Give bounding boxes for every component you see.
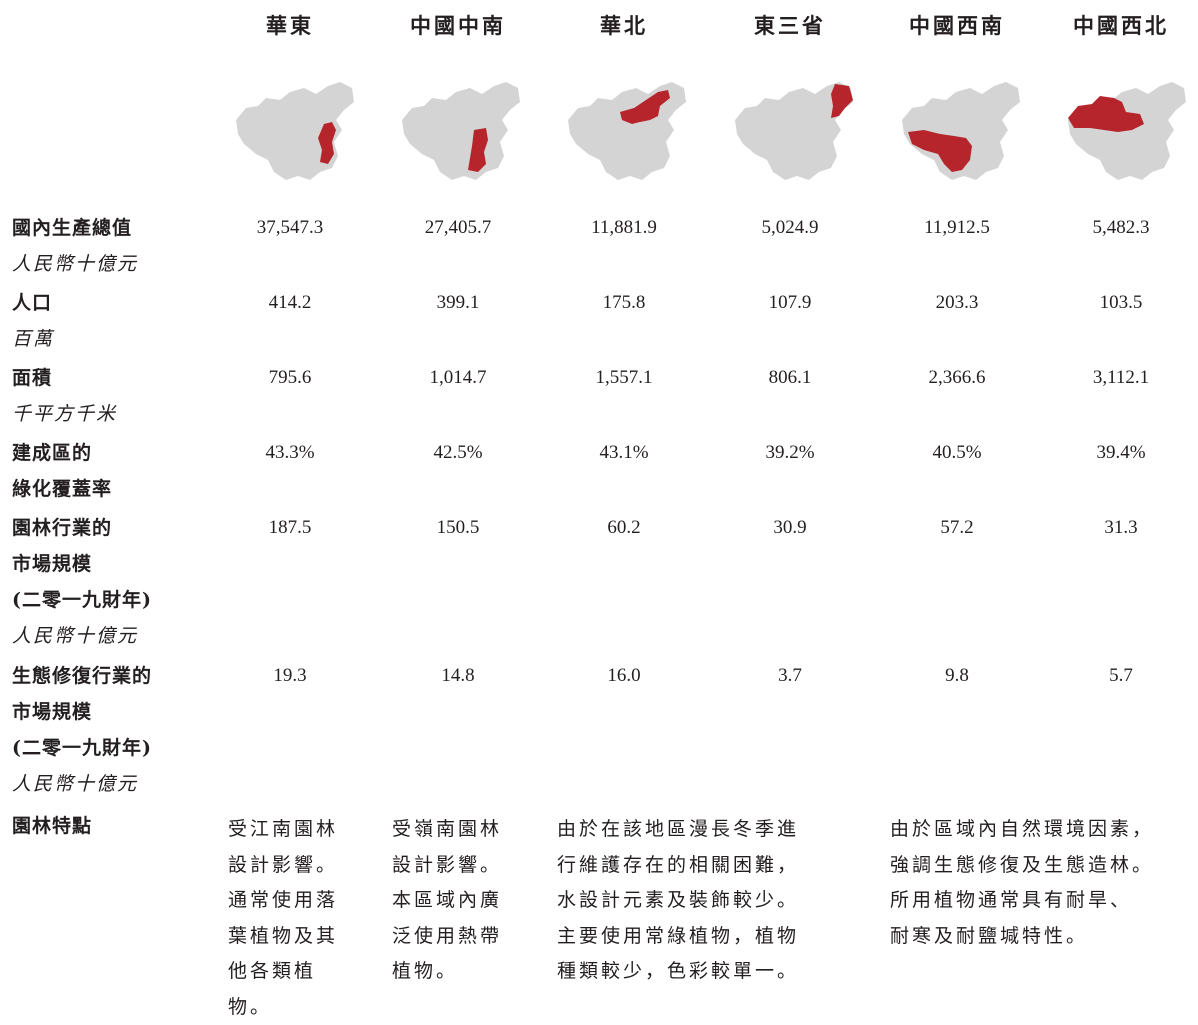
features-east-line: 他各類植	[228, 954, 338, 990]
population-east: 414.2	[215, 285, 365, 321]
green-rate-title-2: 綠化覆蓋率	[12, 471, 112, 507]
garden-market-unit: 人民幣十億元	[12, 618, 152, 654]
features-east-line: 受江南園林	[228, 812, 338, 848]
features-central-south-line: 泛使用熱帶	[392, 919, 502, 955]
features-north-northeast-line: 由於在該地區漫長冬季進	[557, 812, 799, 848]
gdp-southwest: 11,912.5	[882, 210, 1032, 246]
features-north-northeast-line: 種類較少，色彩較單一。	[557, 954, 799, 990]
row-label-garden-market: 園林行業的 市場規模 (二零一九財年) 人民幣十億元	[12, 510, 152, 654]
garden-market-north: 60.2	[549, 510, 699, 546]
area-east: 795.6	[215, 360, 365, 396]
population-title: 人口	[12, 285, 54, 321]
population-southwest: 203.3	[882, 285, 1032, 321]
row-label-features: 園林特點	[12, 808, 92, 844]
gdp-north: 11,881.9	[549, 210, 699, 246]
green-rate-northwest: 39.4%	[1046, 435, 1196, 471]
header-central-south: 中國中南	[383, 10, 533, 40]
green-rate-north: 43.1%	[549, 435, 699, 471]
population-northeast: 107.9	[715, 285, 865, 321]
features-north-northeast-line: 行維護存在的相關困難，	[557, 848, 799, 884]
features-central-south: 受嶺南園林 設計影響。 本區域內廣 泛使用熱帶 植物。	[392, 812, 502, 990]
features-southwest-northwest-line: 耐寒及耐鹽堿特性。	[890, 919, 1154, 955]
map-northwest	[1060, 80, 1192, 184]
map-east-china	[228, 80, 360, 184]
features-central-south-line: 植物。	[392, 954, 502, 990]
eco-market-northwest: 5.7	[1046, 658, 1196, 694]
eco-market-north: 16.0	[549, 658, 699, 694]
features-north-northeast: 由於在該地區漫長冬季進 行維護存在的相關困難， 水設計元素及裝飾較少。 主要使用…	[557, 812, 799, 990]
features-central-south-line: 受嶺南園林	[392, 812, 502, 848]
map-southwest	[894, 80, 1026, 184]
gdp-unit: 人民幣十億元	[12, 246, 138, 282]
features-southwest-northwest-line: 由於區域內自然環境因素，	[890, 812, 1154, 848]
eco-market-title-1: 生態修復行業的	[12, 658, 152, 694]
population-north: 175.8	[549, 285, 699, 321]
gdp-title: 國內生產總值	[12, 210, 138, 246]
population-unit: 百萬	[12, 321, 54, 357]
population-northwest: 103.5	[1046, 285, 1196, 321]
area-northeast: 806.1	[715, 360, 865, 396]
features-east: 受江南園林 設計影響。 通常使用落 葉植物及其 他各類植 物。	[228, 812, 338, 1025]
features-east-line: 葉植物及其	[228, 919, 338, 955]
area-title: 面積	[12, 360, 117, 396]
green-rate-title-1: 建成區的	[12, 435, 112, 471]
eco-market-northeast: 3.7	[715, 658, 865, 694]
garden-market-title-3: (二零一九財年)	[12, 582, 152, 618]
header-southwest: 中國西南	[882, 10, 1032, 40]
gdp-central-south: 27,405.7	[383, 210, 533, 246]
features-central-south-line: 設計影響。	[392, 848, 502, 884]
features-east-line: 設計影響。	[228, 848, 338, 884]
eco-market-central-south: 14.8	[383, 658, 533, 694]
area-central-south: 1,014.7	[383, 360, 533, 396]
area-unit: 千平方千米	[12, 396, 117, 432]
area-north: 1,557.1	[549, 360, 699, 396]
green-rate-central-south: 42.5%	[383, 435, 533, 471]
garden-market-northwest: 31.3	[1046, 510, 1196, 546]
garden-market-central-south: 150.5	[383, 510, 533, 546]
garden-market-title-2: 市場規模	[12, 546, 152, 582]
garden-market-east: 187.5	[215, 510, 365, 546]
features-north-northeast-line: 水設計元素及裝飾較少。	[557, 883, 799, 919]
header-northwest: 中國西北	[1046, 10, 1196, 40]
green-rate-east: 43.3%	[215, 435, 365, 471]
row-label-eco-market: 生態修復行業的 市場規模 (二零一九財年) 人民幣十億元	[12, 658, 152, 802]
area-northwest: 3,112.1	[1046, 360, 1196, 396]
row-label-population: 人口 百萬	[12, 285, 54, 357]
eco-market-east: 19.3	[215, 658, 365, 694]
eco-market-title-2: 市場規模	[12, 694, 152, 730]
row-label-area: 面積 千平方千米	[12, 360, 117, 432]
garden-market-southwest: 57.2	[882, 510, 1032, 546]
garden-market-title-1: 園林行業的	[12, 510, 152, 546]
features-southwest-northwest: 由於區域內自然環境因素， 強調生態修復及生態造林。 所用植物通常具有耐旱、 耐寒…	[890, 812, 1154, 954]
row-label-green-rate: 建成區的 綠化覆蓋率	[12, 435, 112, 507]
gdp-east: 37,547.3	[215, 210, 365, 246]
eco-market-unit: 人民幣十億元	[12, 766, 152, 802]
features-southwest-northwest-line: 所用植物通常具有耐旱、	[890, 883, 1154, 919]
features-east-line: 物。	[228, 990, 338, 1025]
header-east-china: 華東	[215, 10, 365, 40]
features-central-south-line: 本區域內廣	[392, 883, 502, 919]
header-north-china: 華北	[549, 10, 699, 40]
features-title: 園林特點	[12, 808, 92, 844]
header-northeast: 東三省	[715, 10, 865, 40]
garden-market-northeast: 30.9	[715, 510, 865, 546]
row-label-gdp: 國內生產總值 人民幣十億元	[12, 210, 138, 282]
area-southwest: 2,366.6	[882, 360, 1032, 396]
eco-market-southwest: 9.8	[882, 658, 1032, 694]
map-central-south	[394, 80, 526, 184]
features-east-line: 通常使用落	[228, 883, 338, 919]
features-southwest-northwest-line: 強調生態修復及生態造林。	[890, 848, 1154, 884]
gdp-northeast: 5,024.9	[715, 210, 865, 246]
gdp-northwest: 5,482.3	[1046, 210, 1196, 246]
map-northeast	[727, 80, 859, 184]
features-north-northeast-line: 主要使用常綠植物，植物	[557, 919, 799, 955]
map-north-china	[560, 80, 692, 184]
green-rate-southwest: 40.5%	[882, 435, 1032, 471]
green-rate-northeast: 39.2%	[715, 435, 865, 471]
population-central-south: 399.1	[383, 285, 533, 321]
eco-market-title-3: (二零一九財年)	[12, 730, 152, 766]
